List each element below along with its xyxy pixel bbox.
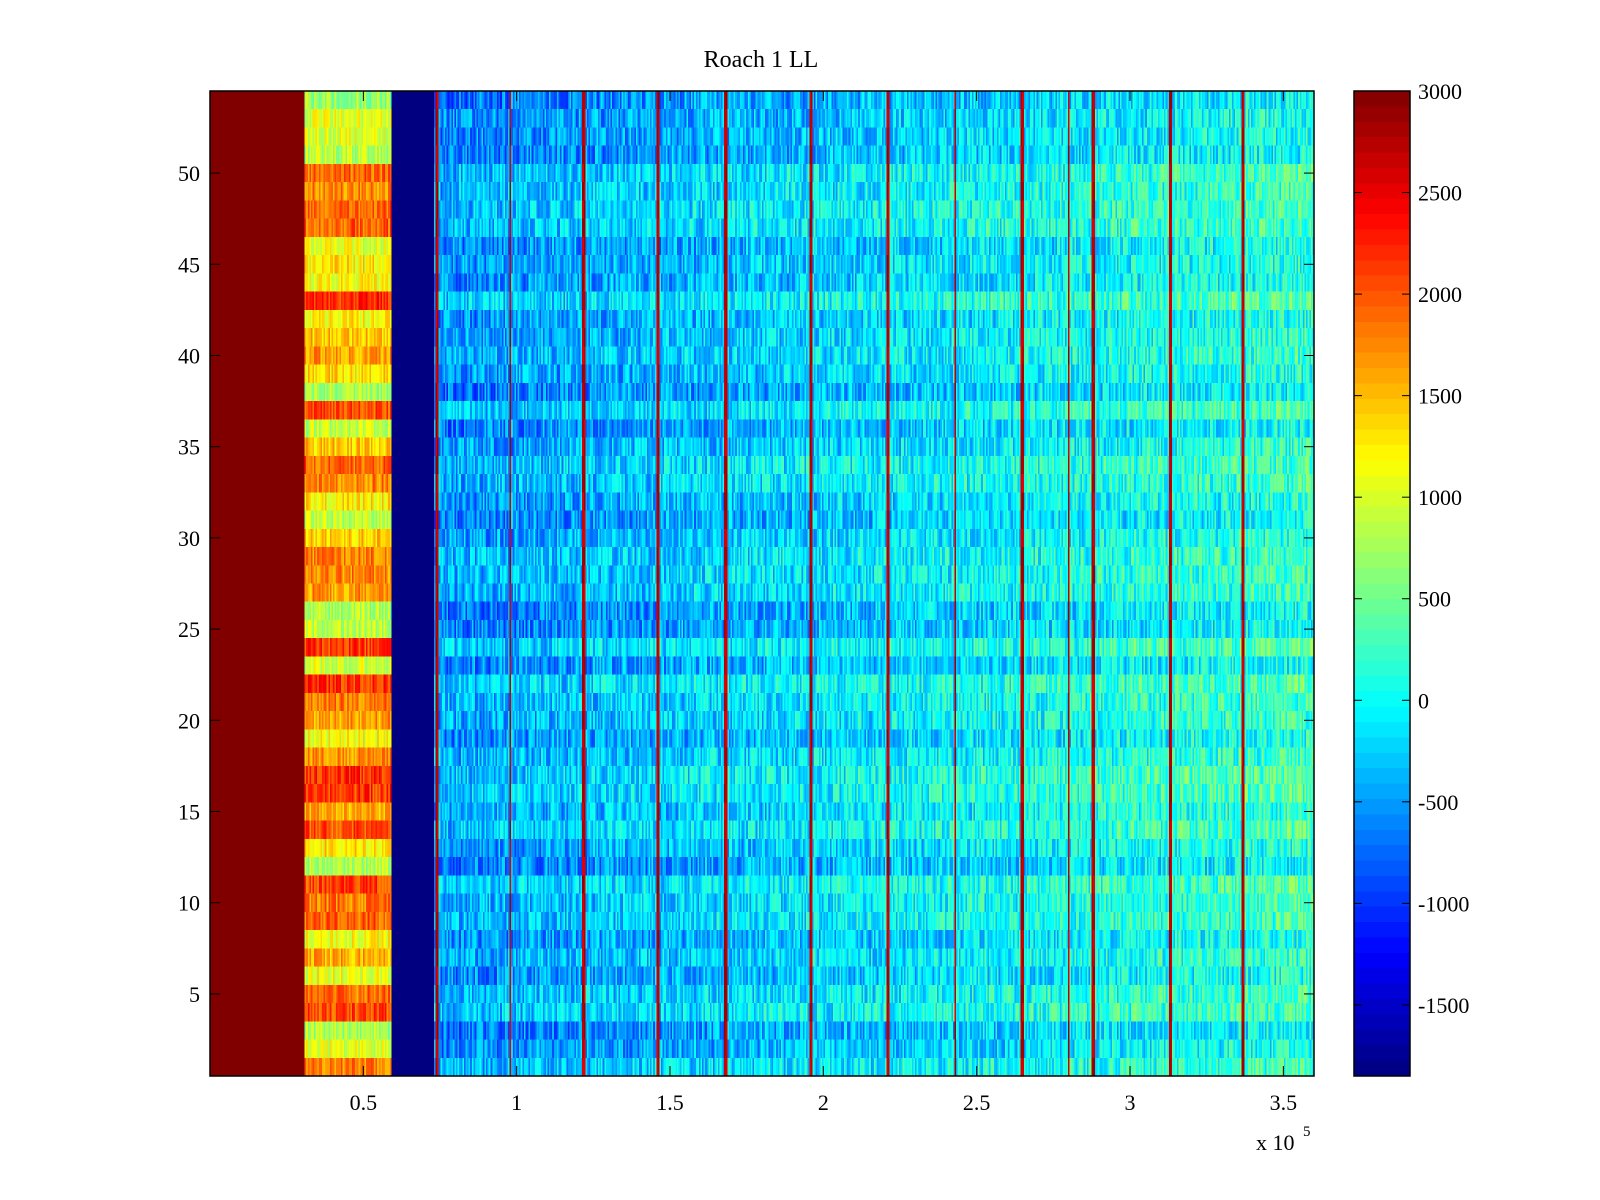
x-exponent-power: 5	[1303, 1124, 1311, 1140]
chart-title: Roach 1 LL	[704, 47, 819, 73]
y-tick-label: 25	[178, 617, 200, 642]
x-tick-label: 1.5	[656, 1090, 684, 1115]
colorbar-tick-label: 2500	[1418, 181, 1462, 206]
colorbar-tick-label: 2000	[1418, 282, 1462, 307]
colorbar-tick-label: 3000	[1418, 79, 1462, 104]
colorbar: 3000 2500 2000 1500 1000 500 0 -500 -1000 -1500	[1353, 79, 1469, 1077]
y-tick-label: 50	[178, 161, 200, 186]
colorbar-tick-label: 1500	[1418, 384, 1462, 409]
colorbar-ticks: 3000 2500 2000 1500 1000 500 0 -500 -1000 -1500	[1354, 79, 1469, 1018]
colorbar-tick-label: -500	[1418, 790, 1458, 815]
x-axis-ticks: 0.5 1 1.5 2 2.5 3 3.5	[350, 91, 1298, 1115]
heatmap-image	[210, 91, 1314, 1076]
plot-area: 0.5 1 1.5 2 2.5 3 3.5 5 10 15 20 25 30 35 40 45 50 x 10…	[178, 90, 1315, 1155]
y-tick-label: 20	[178, 708, 200, 733]
y-tick-label: 45	[178, 252, 200, 277]
colorbar-frame	[1353, 90, 1411, 1077]
x-tick-label: 2.5	[963, 1090, 991, 1115]
y-axis-ticks: 5 10 15 20 25 30 35 40 45 50	[178, 161, 1314, 1007]
y-tick-label: 10	[178, 891, 200, 916]
x-tick-label: 3	[1125, 1090, 1136, 1115]
colorbar-tick-label: 1000	[1418, 485, 1462, 510]
colorbar-tick-label: -1000	[1418, 891, 1469, 916]
plot-frame	[209, 90, 1315, 1077]
colorbar-tick-label: -1500	[1418, 993, 1469, 1018]
x-tick-label: 1	[511, 1090, 522, 1115]
x-exponent-base: x 10	[1256, 1130, 1295, 1155]
colorbar-tick-label: 500	[1418, 587, 1451, 612]
x-exponent-label: x 10 5	[1256, 1124, 1311, 1155]
y-tick-label: 35	[178, 435, 200, 460]
colorbar-tick-label: 0	[1418, 688, 1429, 713]
x-tick-label: 2	[818, 1090, 829, 1115]
y-tick-label: 30	[178, 526, 200, 551]
colorbar-image	[1354, 91, 1410, 1076]
x-tick-label: 3.5	[1270, 1090, 1298, 1115]
y-tick-label: 40	[178, 343, 200, 368]
y-tick-label: 5	[189, 982, 200, 1007]
y-tick-label: 15	[178, 800, 200, 825]
x-tick-label: 0.5	[350, 1090, 378, 1115]
